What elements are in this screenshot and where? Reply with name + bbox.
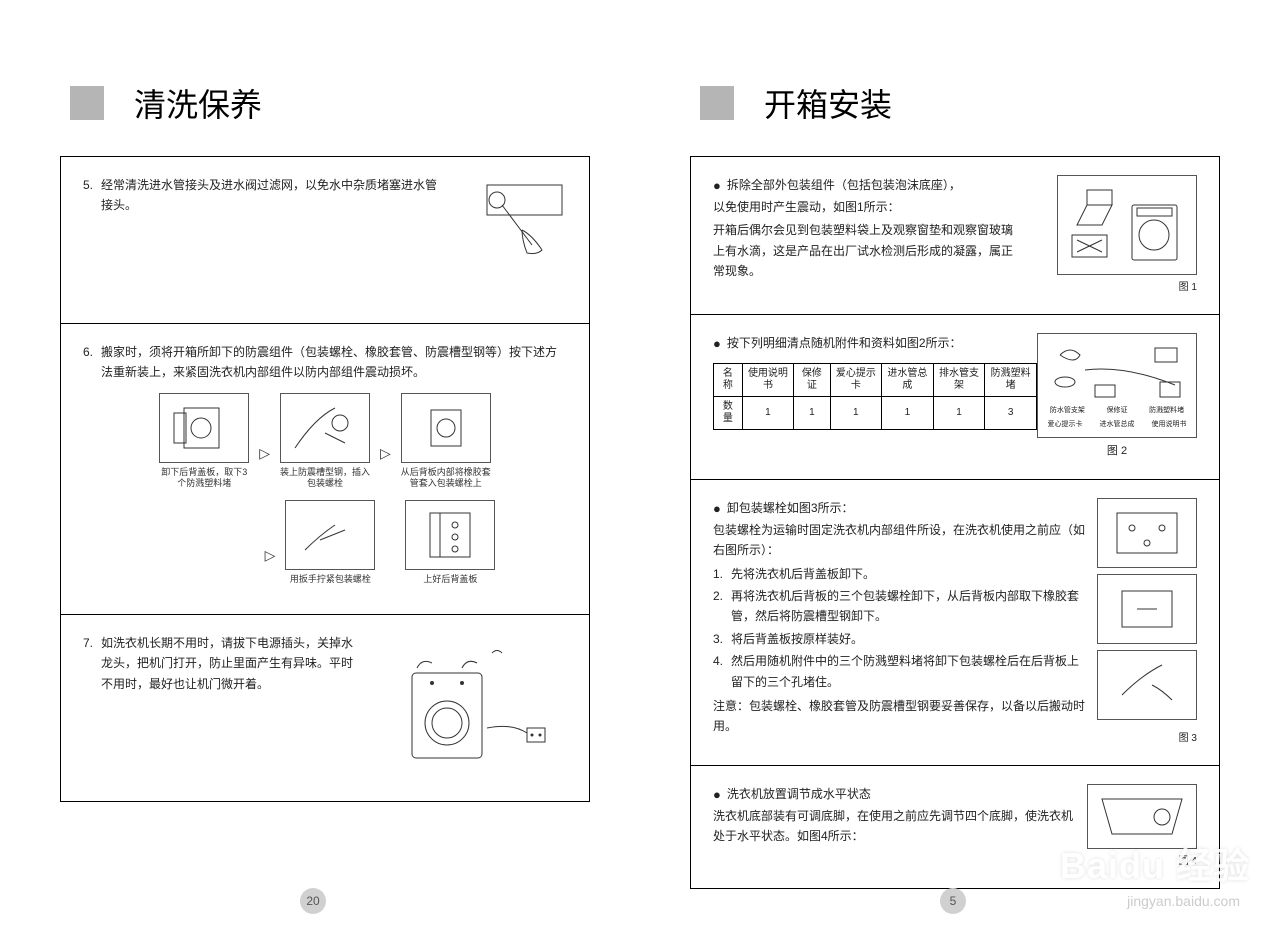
tbl-qty: 1 [794, 397, 830, 430]
r2-text: 按下列明细清点随机附件和资料如图2所示： [727, 333, 962, 353]
r3-title: 卸包装螺栓如图3所示： [727, 498, 854, 518]
r2-illustration-wrap: 防水管支架 保修证 防溅塑料堵 爱心提示卡 进水管总成 使用说明书 图 2 [1037, 333, 1197, 461]
sec7-illustration [367, 633, 567, 783]
sec6-cap3: 从后背板内部将橡胶套管套入包装螺栓上 [401, 467, 491, 490]
right-page-number: 5 [940, 888, 966, 914]
tbl-head-qty: 数量 [714, 397, 743, 430]
left-content-box: 5. 经常清洗进水管接头及进水阀过滤网，以免水中杂质堵塞进水管接头。 6. 搬家… [60, 156, 590, 802]
r-section-2: 防水管支架 保修证 防溅塑料堵 爱心提示卡 进水管总成 使用说明书 图 2 ● … [691, 315, 1219, 480]
sec6-row2: ▷ 用扳手拧紧包装螺栓 上好后背盖板 [83, 500, 567, 586]
sec6-cap4: 用扳手拧紧包装螺栓 [285, 574, 375, 586]
left-heading-text: 清洗保养 [134, 80, 262, 126]
section-5: 5. 经常清洗进水管接头及进水阀过滤网，以免水中杂质堵塞进水管接头。 [61, 157, 589, 324]
r2-fig-label: 图 2 [1037, 442, 1197, 461]
sec6-row1: 卸下后背盖板，取下3个防溅塑料堵 ▷ 装上防震槽型钢，插入包装螺栓 ▷ [83, 393, 567, 490]
parts-table: 名称 使用说明书 保修证 爱心提示卡 进水管总成 排水管支架 防溅塑料堵 数量 … [713, 363, 1037, 430]
heading-marker [700, 86, 734, 120]
r1-line1: 拆除全部外包装组件（包括包装泡沫底座）， [727, 175, 961, 195]
bullet-icon: ● [713, 498, 721, 520]
sec5-index: 5. [83, 175, 101, 216]
r2-illus-lbl: 爱心提示卡 [1048, 419, 1083, 431]
sec6-fig4 [285, 500, 375, 570]
arrow-icon: ▷ [265, 519, 276, 568]
tbl-col: 进水管总成 [882, 364, 934, 397]
tbl-qty: 1 [742, 397, 794, 430]
r3-step3: 将后背盖板按原样装好。 [731, 629, 863, 649]
sec6-text: 搬家时，须将开箱所卸下的防震组件（包装螺栓、橡胶套管、防震槽型钢等）按下述方法重… [101, 342, 567, 383]
bullet-icon: ● [713, 175, 721, 197]
sec7-index: 7. [83, 633, 101, 694]
sec7-text: 如洗衣机长期不用时，请拔下电源插头，关掉水龙头，把机门打开，防止里面产生有异味。… [101, 633, 363, 694]
sec5-illustration [447, 175, 567, 265]
arrow-icon: ▷ [259, 417, 270, 466]
r3-step4: 然后用随机附件中的三个防溅塑料堵将卸下包装螺栓后在后背板上留下的三个孔堵住。 [731, 651, 1087, 692]
r3-fig-label: 图 3 [1179, 730, 1197, 747]
tbl-head-name: 名称 [714, 364, 743, 397]
sec5-text: 经常清洗进水管接头及进水阀过滤网，以免水中杂质堵塞进水管接头。 [101, 175, 437, 216]
arrow-icon: ▷ [380, 417, 391, 466]
r2-illus-lbl: 防水管支架 [1050, 405, 1085, 417]
tbl-col: 防溅塑料堵 [985, 364, 1037, 397]
r2-illus-lbl: 使用说明书 [1152, 419, 1187, 431]
right-heading: 开箱安装 [700, 80, 1230, 126]
section-6: 6. 搬家时，须将开箱所卸下的防震组件（包装螺栓、橡胶套管、防震槽型钢等）按下述… [61, 324, 589, 615]
r-section-1: 图 1 ● 拆除全部外包装组件（包括包装泡沫底座）， 以免使用时产生震动，如图1… [691, 157, 1219, 315]
r3-step1: 先将洗衣机后背盖板卸下。 [731, 564, 875, 584]
r2-illus-lbl: 保修证 [1106, 405, 1127, 417]
tbl-col: 使用说明书 [742, 364, 794, 397]
r-section-3: 图 3 ● 卸包装螺栓如图3所示： 包装螺栓为运输时固定洗衣机内部组件所设，在洗… [691, 480, 1219, 766]
left-heading: 清洗保养 [70, 80, 600, 126]
right-content-box: 图 1 ● 拆除全部外包装组件（包括包装泡沫底座）， 以免使用时产生震动，如图1… [690, 156, 1220, 889]
r1-fig-label: 图 1 [1179, 279, 1197, 296]
sec6-fig2 [280, 393, 370, 463]
sec6-fig5 [405, 500, 495, 570]
sec6-index: 6. [83, 342, 101, 383]
section-7: 7. 如洗衣机长期不用时，请拔下电源插头，关掉水龙头，把机门打开，防止里面产生有… [61, 615, 589, 801]
right-page: 开箱安装 [640, 0, 1280, 939]
r4-text: 洗衣机底部装有可调底脚，在使用之前应先调节四个底脚，使洗衣机处于水平状态。如图4… [713, 806, 1073, 847]
tbl-qty: 3 [985, 397, 1037, 430]
heading-marker [70, 86, 104, 120]
right-heading-text: 开箱安装 [764, 80, 892, 126]
r1-illustration-wrap: 图 1 [1057, 175, 1197, 296]
tbl-qty: 1 [933, 397, 985, 430]
r3-intro: 包装螺栓为运输时固定洗衣机内部组件所设，在洗衣机使用之前应（如右图所示）： [713, 520, 1093, 561]
tbl-col: 保修证 [794, 364, 830, 397]
sec6-cap5: 上好后背盖板 [405, 574, 495, 586]
sec6-cap2: 装上防震槽型钢，插入包装螺栓 [280, 467, 370, 490]
r2-illus-lbl: 进水管总成 [1100, 419, 1135, 431]
r4-title: 洗衣机放置调节成水平状态 [727, 784, 871, 804]
r3-note: 注意：包装螺栓、橡胶套管及防震槽型钢要妥善保存，以备以后搬动时用。 [713, 696, 1093, 737]
r1-line3: 开箱后偶尔会见到包装塑料袋上及观察窗垫和观察窗玻璃上有水滴，这是产品在出厂试水检… [713, 220, 1013, 281]
tbl-qty: 1 [830, 397, 882, 430]
r2-illus-lbl: 防溅塑料堵 [1149, 405, 1184, 417]
sec6-fig1 [159, 393, 249, 463]
r3-step2: 再将洗衣机后背板的三个包装螺栓卸下，从后背板内部取下橡胶套管，然后将防震槽型钢卸… [731, 586, 1087, 627]
watermark: Baidu 经验 [1060, 837, 1250, 889]
tbl-qty: 1 [882, 397, 934, 430]
bullet-icon: ● [713, 333, 721, 355]
tbl-col: 爱心提示卡 [830, 364, 882, 397]
tbl-col: 排水管支架 [933, 364, 985, 397]
left-page-number: 20 [300, 888, 326, 914]
sec6-fig3 [401, 393, 491, 463]
sec6-cap1: 卸下后背盖板，取下3个防溅塑料堵 [159, 467, 249, 490]
r3-illustration-col: 图 3 [1097, 498, 1197, 747]
bullet-icon: ● [713, 784, 721, 806]
watermark-url: jingyan.baidu.com [1127, 893, 1240, 909]
left-page: 清洗保养 5. 经常清洗进水管接头及进水阀过滤网，以免水中杂质堵塞进水管接头。 [0, 0, 640, 939]
